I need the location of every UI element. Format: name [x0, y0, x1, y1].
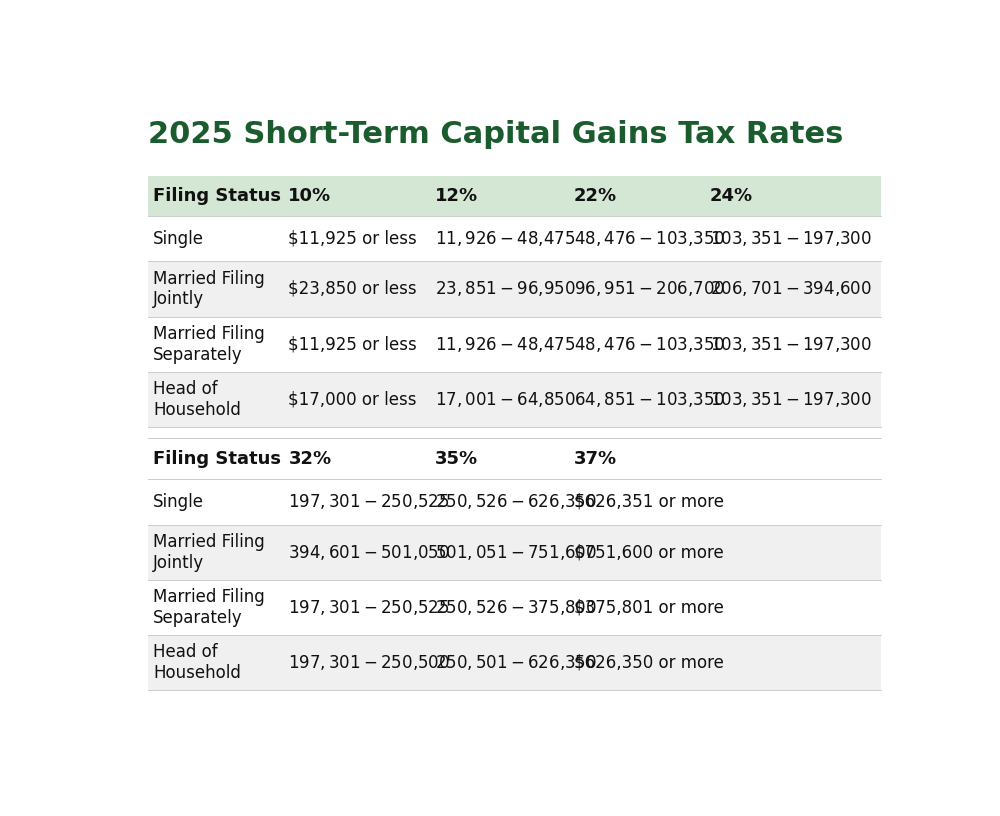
- Text: $11,925 or less: $11,925 or less: [288, 335, 417, 353]
- Text: 35%: 35%: [435, 450, 478, 468]
- Text: $17,000 or less: $17,000 or less: [288, 391, 417, 409]
- Text: Married Filing
Jointly: Married Filing Jointly: [153, 533, 265, 571]
- Text: $48,476-$103,350: $48,476-$103,350: [574, 229, 725, 248]
- Text: $48,476-$103,350: $48,476-$103,350: [574, 335, 725, 353]
- Text: $64,851-$103,350: $64,851-$103,350: [574, 390, 725, 409]
- Text: $197,301-$250,525: $197,301-$250,525: [288, 492, 450, 512]
- Bar: [148, 525, 881, 580]
- Text: $751,600 or more: $751,600 or more: [574, 543, 724, 561]
- Text: $103,351-$197,300: $103,351-$197,300: [710, 229, 872, 248]
- Bar: [148, 438, 881, 479]
- Text: $96,951-$206,700: $96,951-$206,700: [574, 279, 725, 299]
- Text: Filing Status: Filing Status: [153, 450, 281, 468]
- Text: 24%: 24%: [710, 187, 753, 206]
- Text: $375,801 or more: $375,801 or more: [574, 598, 724, 616]
- Text: $626,351 or more: $626,351 or more: [574, 493, 724, 511]
- Text: $250,526-$626,350: $250,526-$626,350: [435, 492, 597, 512]
- Bar: [148, 372, 881, 427]
- Text: $197,301-$250,500: $197,301-$250,500: [288, 654, 450, 672]
- Text: $103,351-$197,300: $103,351-$197,300: [710, 390, 872, 409]
- Text: $11,926-$48,475: $11,926-$48,475: [435, 335, 575, 353]
- Bar: [148, 317, 881, 372]
- Text: $197,301-$250,525: $197,301-$250,525: [288, 598, 450, 617]
- Text: $250,501-$626,350: $250,501-$626,350: [435, 654, 597, 672]
- Text: $626,350 or more: $626,350 or more: [574, 654, 724, 672]
- Text: 32%: 32%: [288, 450, 332, 468]
- Text: $23,851-$96,950: $23,851-$96,950: [435, 279, 576, 299]
- Text: 37%: 37%: [574, 450, 617, 468]
- Text: Single: Single: [153, 229, 204, 248]
- Text: $394,601-$501,050: $394,601-$501,050: [288, 543, 450, 561]
- Bar: [148, 216, 881, 261]
- Text: $23,850 or less: $23,850 or less: [288, 280, 417, 298]
- Text: Married Filing
Jointly: Married Filing Jointly: [153, 269, 265, 308]
- Bar: [148, 580, 881, 635]
- Text: 22%: 22%: [574, 187, 617, 206]
- Text: Single: Single: [153, 493, 204, 511]
- Text: Head of
Household: Head of Household: [153, 380, 241, 419]
- Text: Married Filing
Separately: Married Filing Separately: [153, 325, 265, 364]
- Bar: [148, 176, 881, 216]
- Text: $11,925 or less: $11,925 or less: [288, 229, 417, 248]
- Text: 10%: 10%: [288, 187, 332, 206]
- Text: $501,051-$751,600: $501,051-$751,600: [435, 543, 597, 561]
- Bar: [148, 479, 881, 525]
- Text: Head of
Household: Head of Household: [153, 643, 241, 682]
- Text: $250,526-$375,800: $250,526-$375,800: [435, 598, 597, 617]
- Text: $103,351-$197,300: $103,351-$197,300: [710, 335, 872, 353]
- Text: Married Filing
Separately: Married Filing Separately: [153, 588, 265, 627]
- Text: 12%: 12%: [435, 187, 478, 206]
- Bar: [148, 635, 881, 690]
- Text: $17,001-$64,850: $17,001-$64,850: [435, 390, 576, 409]
- Text: 2025 Short-Term Capital Gains Tax Rates: 2025 Short-Term Capital Gains Tax Rates: [148, 120, 844, 149]
- Text: $206,701-$394,600: $206,701-$394,600: [710, 279, 872, 299]
- Bar: [148, 261, 881, 317]
- Text: $11,926-$48,475: $11,926-$48,475: [435, 229, 575, 248]
- Text: Filing Status: Filing Status: [153, 187, 281, 206]
